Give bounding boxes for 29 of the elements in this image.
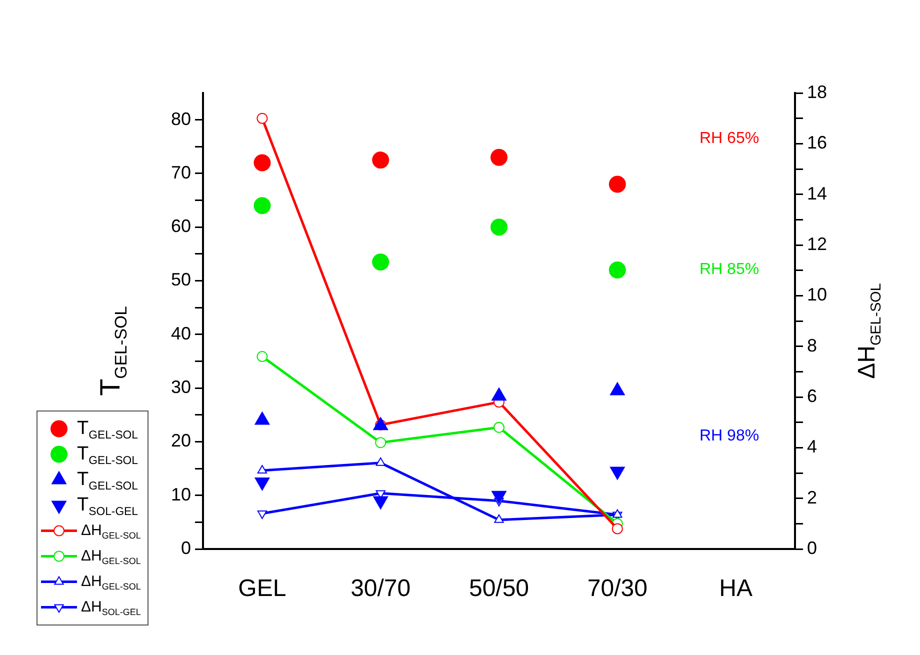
- y2-tick-label: 8: [807, 335, 818, 356]
- x-tick-label: 70/30: [587, 575, 648, 602]
- annotation: RH 65%: [700, 130, 760, 148]
- y2-tick-label: 0: [807, 538, 818, 558]
- y-tick-label: 0: [180, 538, 191, 558]
- y-axis-title: TGEL-SOL: [94, 306, 130, 396]
- y-tick-label: 80: [170, 108, 191, 129]
- annotation: RH 98%: [700, 427, 760, 444]
- y2-tick-label: 12: [807, 234, 828, 254]
- y2-tick-label: 16: [807, 132, 828, 153]
- y2-tick-label: 6: [807, 386, 818, 406]
- annotation: RH 85%: [700, 260, 760, 278]
- y2-tick-label: 18: [807, 82, 828, 102]
- x-tick-label: HA: [719, 575, 752, 602]
- x-tick-label: GEL: [238, 575, 286, 602]
- y-tick-label: 60: [170, 216, 191, 236]
- x-tick-label: 50/50: [468, 575, 530, 602]
- y2-tick-label: 14: [807, 183, 828, 204]
- y-tick-label: 50: [170, 270, 191, 290]
- y-tick-label: 40: [170, 323, 191, 344]
- y-tick-label: 30: [170, 377, 191, 398]
- y-tick-label: 70: [170, 162, 191, 182]
- y2-tick-label: 10: [807, 284, 828, 305]
- x-tick-label: 30/70: [350, 575, 411, 602]
- y2-axis-title: ΔHGEL-SOL: [854, 283, 884, 379]
- y-tick-label: 20: [170, 430, 191, 451]
- y2-tick-label: 4: [807, 436, 818, 457]
- y-tick-label: 10: [170, 484, 191, 504]
- y2-tick-label: 2: [807, 487, 818, 508]
